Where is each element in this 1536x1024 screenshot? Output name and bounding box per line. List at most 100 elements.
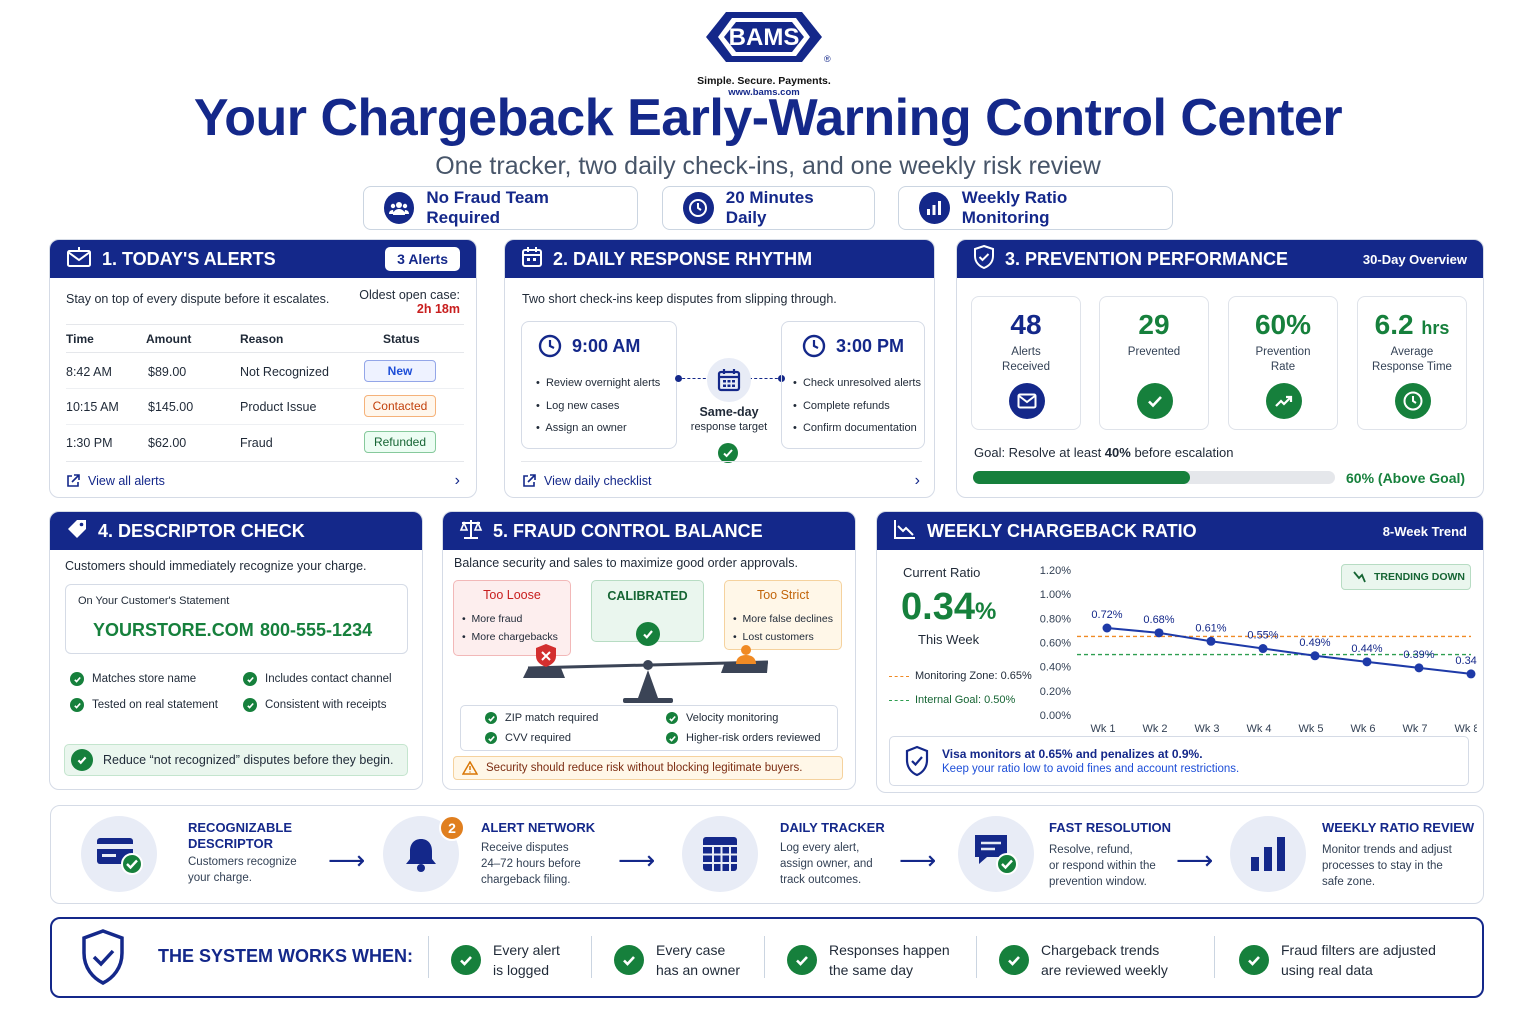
page-subtitle: One tracker, two daily check-ins, and on… (435, 152, 1101, 180)
panel-header: 1. TODAY'S ALERTS 3 Alerts (50, 240, 476, 278)
panel-header: 4. DESCRIPTOR CHECK (50, 512, 422, 550)
calendar-icon (707, 358, 751, 402)
current-ratio-sub: This Week (918, 632, 980, 647)
system-label: THE SYSTEM WORKS WHEN: (158, 946, 413, 966)
credit-card-check-icon (81, 816, 157, 892)
balance-scale-graphic (523, 644, 769, 703)
flow-step-title: FAST RESOLUTION (1049, 820, 1172, 835)
svg-text:®: ® (824, 54, 831, 64)
fraud-warning: Security should reduce risk without bloc… (453, 756, 843, 780)
series-line (1106, 627, 1472, 675)
panel-header-right: 30-Day Overview (1362, 251, 1467, 267)
table-row[interactable]: 10:15 AM $145.00 Product Issue Contacted (66, 395, 466, 423)
flow-step-title: DAILY TRACKER (780, 820, 885, 835)
data-label: 0.55% (1247, 630, 1278, 642)
check-item: Includes contact channel (243, 672, 392, 686)
same-day-target: Same-day response target (690, 405, 768, 433)
col-status: Status (383, 332, 420, 346)
panel-header: 5. FRAUD CONTROL BALANCE (443, 512, 855, 550)
warning-icon (462, 761, 478, 775)
current-ratio-label: Current Ratio (903, 565, 981, 580)
pill-label: Weekly Ratio Monitoring (961, 188, 1068, 227)
view-daily-checklist-link[interactable]: View daily checklist › (522, 472, 920, 490)
brand-tagline: Simple. Secure. Payments. (697, 75, 831, 87)
clock-icon (538, 334, 562, 358)
data-point (1310, 651, 1320, 661)
stat-alerts-received: 48 Alerts Received (971, 296, 1081, 430)
check-item: Tested on real statement (70, 698, 218, 712)
x-tick-label: Wk 1 (1090, 723, 1115, 735)
pill-20-minutes: 20 Minutes Daily (662, 186, 875, 230)
table-row[interactable]: 1:30 PM $62.00 Fraud Refunded (66, 431, 466, 459)
flow-step-desc: Log every alert, assign owner, and track o… (780, 842, 873, 886)
scale-icon (459, 518, 483, 545)
clock-icon (683, 192, 714, 224)
x-tick-label: Wk 7 (1402, 723, 1427, 735)
afternoon-list: • Check unresolved alerts • Complete ref… (793, 377, 921, 434)
bar-chart-icon (1230, 816, 1306, 892)
check-icon (636, 622, 660, 646)
table-row[interactable]: 8:42 AM $89.00 Not Recognized New (66, 360, 466, 388)
bar-chart-icon (919, 192, 950, 224)
todays-alerts-panel: 1. TODAY'S ALERTS 3 Alerts Stay on top o… (49, 239, 477, 498)
pill-weekly-ratio: Weekly Ratio Monitoring (898, 186, 1173, 230)
panel-header: WEEKLY CHARGEBACK RATIO 8-Week Trend (877, 512, 1483, 550)
panel-header: 3. PREVENTION PERFORMANCE 30-Day Overvie… (957, 240, 1483, 278)
statement-label: On Your Customer's Statement (78, 595, 230, 607)
view-all-alerts-link[interactable]: View all alerts › (66, 472, 460, 490)
trend-down-icon (1353, 571, 1366, 583)
weekly-ratio-panel: WEEKLY CHARGEBACK RATIO 8-Week Trend Cur… (876, 511, 1484, 793)
y-tick-label: 0.00% (1040, 710, 1071, 722)
page-title: Your Chargeback Early-Warning Control Ce… (193, 89, 1343, 147)
morning-list: • Review overnight alerts • Log new case… (536, 377, 661, 434)
flow-step-desc: Monitor trends and adjust processes to st… (1322, 844, 1452, 888)
flow-step-desc: Receive disputes 24–72 hours before charge… (481, 842, 581, 886)
trend-chart-icon (893, 518, 917, 545)
customer-icon (741, 645, 751, 655)
tag-icon (66, 518, 88, 545)
panel-title: 5. FRAUD CONTROL BALANCE (493, 520, 763, 541)
data-point (1258, 644, 1268, 654)
brand-url[interactable]: www.bams.com (728, 87, 800, 98)
pill-label: 20 Minutes Daily (725, 188, 814, 227)
external-link-icon (523, 474, 536, 487)
panel-title: 1. TODAY'S ALERTS (102, 248, 276, 269)
alerts-count-badge: 3 Alerts (385, 247, 460, 271)
col-time: Time (66, 332, 94, 346)
grid-icon (682, 816, 758, 892)
notification-badge: 2 (439, 815, 465, 841)
daily-rhythm-panel: 2. DAILY RESPONSE RHYTHM Two short check… (504, 239, 935, 498)
external-link-icon (67, 474, 80, 487)
prevention-performance-panel: 3. PREVENTION PERFORMANCE 30-Day Overvie… (956, 239, 1484, 498)
panel-title: WEEKLY CHARGEBACK RATIO (927, 520, 1197, 541)
arrow-right-icon: ⟶ (328, 845, 366, 875)
data-point (1154, 628, 1164, 638)
data-point (1466, 669, 1476, 679)
data-label: 0.44% (1351, 643, 1382, 655)
x-tick-label: Wk 4 (1246, 723, 1271, 735)
oldest-value: 2h 18m (416, 302, 460, 316)
system-works-banner (50, 917, 1484, 998)
system-item: Responses happen the same day (787, 940, 950, 980)
y-tick-label: 1.00% (1040, 589, 1071, 601)
x-tick-label: Wk 3 (1194, 723, 1219, 735)
afternoon-checkin-card: 3:00 PM • Check unresolved alerts • Comp… (781, 321, 925, 449)
data-label: 0.72% (1091, 609, 1122, 621)
chat-check-icon (958, 816, 1034, 892)
statement-preview: On Your Customer's Statement YOURSTORE.C… (65, 584, 408, 654)
goal-legend: Internal Goal: 0.50% (889, 694, 1015, 706)
ratio-line-chart: 0.00% 0.20% 0.40% 0.60% 0.80% 1.00% 1.20% 0.72%… (1040, 565, 1477, 735)
x-tick-label: Wk 5 (1298, 723, 1323, 735)
data-label: 0.68% (1143, 614, 1174, 626)
panel-title: 2. DAILY RESPONSE RHYTHM (553, 248, 813, 269)
data-label: 0.49% (1299, 637, 1330, 649)
calendar-icon (521, 246, 543, 273)
descriptor-footer: Reduce “not recognized” disputes before … (64, 744, 408, 776)
status-badge: Contacted (364, 395, 436, 417)
bams-logo: BAMS ® Simple. Secure. Payments. www.bam… (696, 6, 832, 98)
status-badge: Refunded (364, 431, 436, 453)
panel-header-right: 8-Week Trend (1382, 523, 1467, 539)
check-item: Matches store name (70, 672, 196, 686)
clock-icon (1395, 383, 1431, 419)
x-tick-label: Wk 6 (1350, 723, 1375, 735)
